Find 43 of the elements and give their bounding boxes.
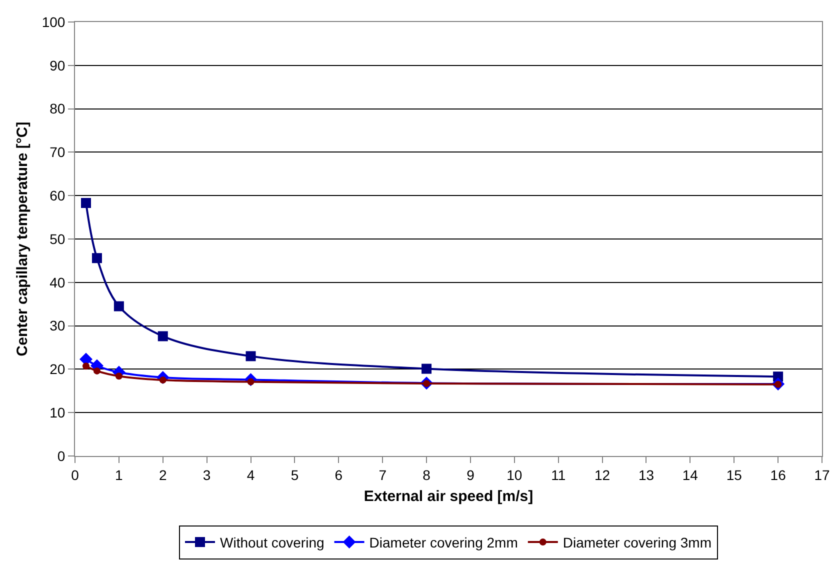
y-axis-title: Center capillary temperature [°C] — [14, 122, 32, 356]
x-tick-label: 9 — [466, 466, 475, 483]
y-tick-label: 20 — [50, 361, 66, 378]
point — [422, 364, 432, 374]
legend-label: Without covering — [220, 534, 324, 550]
x-tick-label: 15 — [726, 466, 742, 483]
y-tick-label: 50 — [50, 230, 66, 247]
y-tick-label: 90 — [50, 57, 66, 74]
x-tick-label: 14 — [682, 466, 698, 483]
y-tick-label: 10 — [50, 404, 66, 420]
point — [114, 301, 124, 312]
point — [158, 331, 168, 342]
x-tick-label: 3 — [202, 466, 211, 483]
legend-label: Diameter covering 2mm — [369, 534, 518, 550]
x-tick-label: 5 — [290, 466, 299, 483]
x-tick-label: 8 — [422, 466, 431, 483]
x-tick-label: 16 — [770, 466, 786, 483]
legend-label: Diameter covering 3mm — [562, 534, 712, 550]
x-tick-label: 4 — [246, 466, 255, 483]
y-tick-label: 80 — [50, 100, 66, 117]
x-tick-label: 11 — [551, 466, 566, 483]
x-axis-title: External air speed [m/s] — [364, 488, 534, 505]
x-tick-label: 12 — [594, 466, 610, 483]
x-tick-label: 6 — [334, 466, 343, 483]
point — [115, 372, 122, 380]
x-tick-label: 10 — [506, 466, 522, 483]
point — [80, 198, 91, 208]
y-tick-label: 0 — [57, 448, 66, 464]
x-tick-label: 13 — [638, 466, 654, 483]
x-tick-label: 17 — [814, 466, 830, 483]
x-tick-label: 2 — [158, 466, 167, 483]
x-tick-label: 0 — [71, 466, 80, 483]
y-tick-label: 60 — [50, 188, 66, 204]
y-tick-label: 100 — [42, 14, 66, 30]
x-tick-label: 1 — [115, 466, 124, 483]
point — [92, 253, 102, 264]
y-tick-label: 30 — [50, 318, 66, 334]
point — [246, 351, 256, 362]
point — [93, 367, 100, 374]
point — [82, 362, 90, 370]
y-tick-label: 40 — [50, 274, 66, 290]
y-tick-label: 70 — [50, 144, 66, 160]
x-tick-label: 7 — [378, 466, 387, 483]
